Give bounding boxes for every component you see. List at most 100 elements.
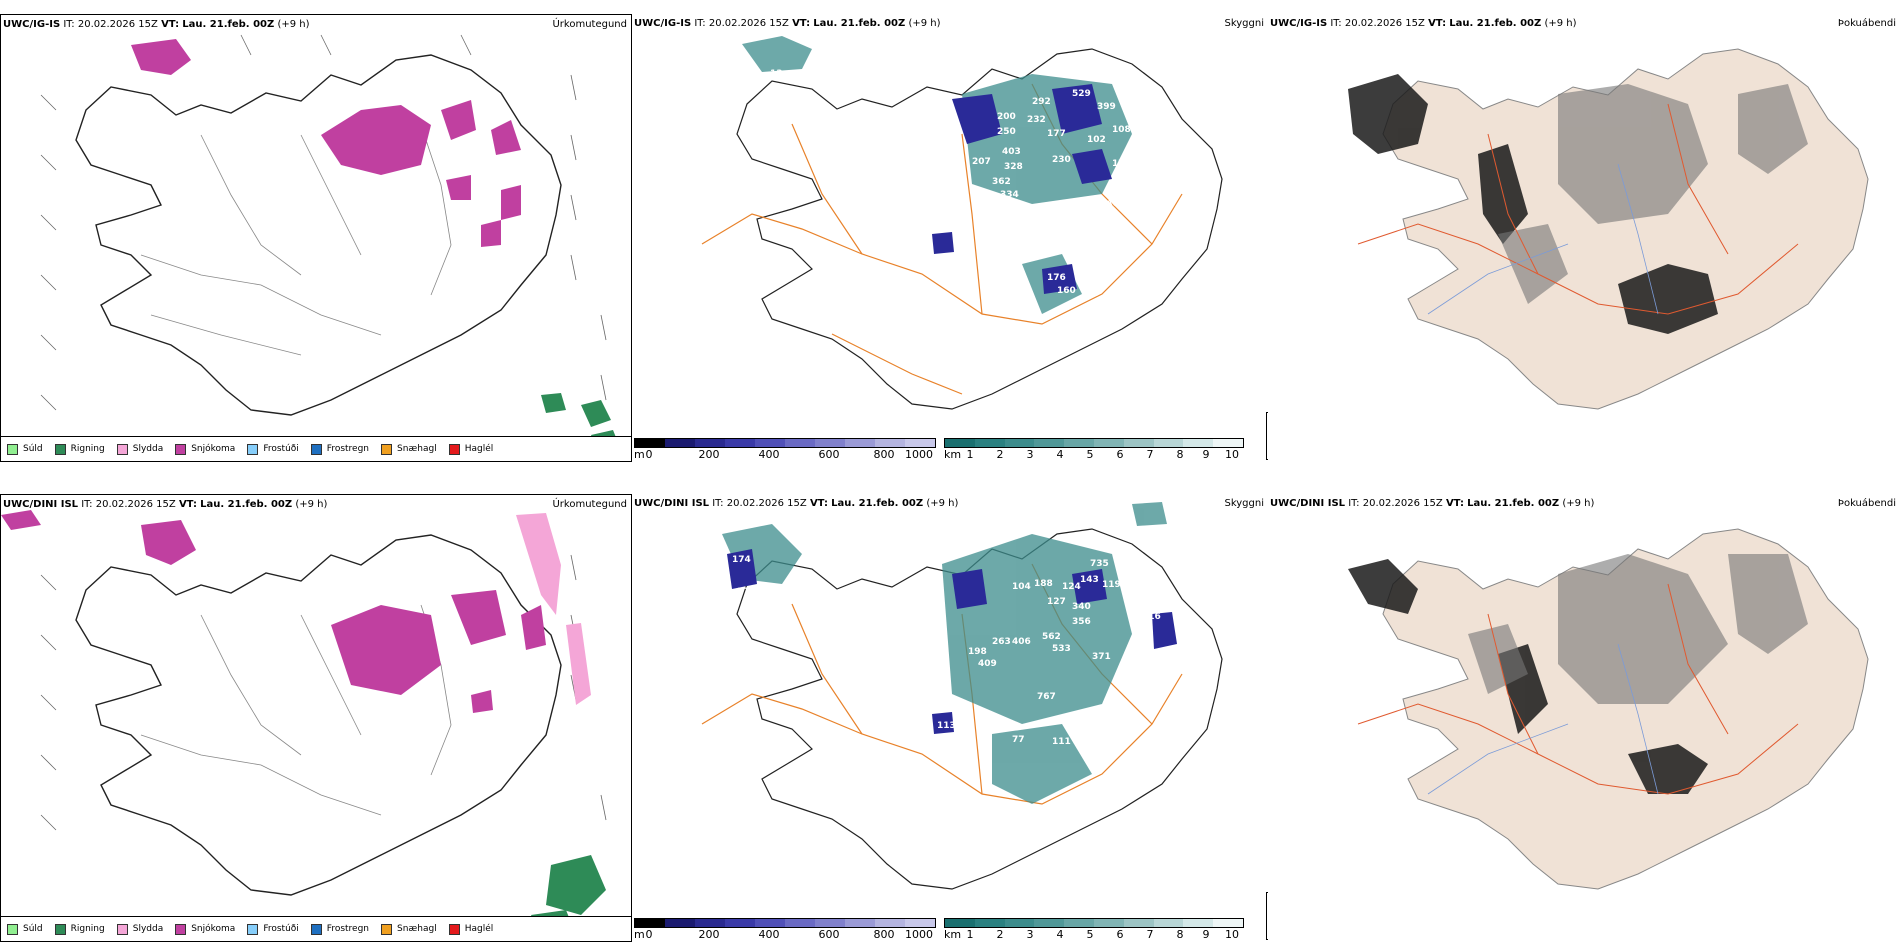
colorbar-step bbox=[1183, 919, 1214, 927]
colorbar-tick: 800 bbox=[873, 448, 895, 461]
vis-label: 128 bbox=[1137, 145, 1156, 155]
colorbar-step bbox=[1064, 919, 1094, 927]
panel-header: UWC/IG-IS IT: 20.02.2026 15Z VT: Lau. 21… bbox=[1270, 18, 1577, 29]
init-time: IT: 20.02.2026 15Z bbox=[694, 18, 789, 29]
init-time: IT: 20.02.2026 15Z bbox=[712, 498, 807, 509]
legend-item: Súld bbox=[7, 923, 43, 935]
panel-header: UWC/DINI ISL IT: 20.02.2026 15Z VT: Lau.… bbox=[634, 498, 958, 509]
colorbar-tick: 6 bbox=[1116, 928, 1124, 941]
vis-label: 77 bbox=[1012, 735, 1025, 745]
colorbar-step bbox=[1004, 919, 1035, 927]
legend-item: Snæhagl bbox=[381, 923, 437, 935]
visibility-map-bottom: 174 178 735 143 119 104 188 124 127 340 … bbox=[701, 502, 1223, 890]
colorbar-tick: 3 bbox=[1026, 928, 1034, 941]
legend-swatch bbox=[54, 923, 66, 935]
colorbar-tick: 1000 bbox=[905, 928, 933, 941]
model-name: UWC/DINI ISL bbox=[634, 498, 710, 509]
vis-label: 124 bbox=[1062, 582, 1081, 592]
legend-item: Frostúði bbox=[247, 923, 299, 935]
vis-label: 403 bbox=[1002, 147, 1021, 157]
valid-time-label: VT: bbox=[1428, 18, 1447, 29]
colorbar-tick: 8 bbox=[1176, 928, 1184, 941]
vis-label: 533 bbox=[1052, 644, 1071, 654]
model-name: UWC/IG-IS bbox=[3, 19, 61, 30]
vis-label: 93 bbox=[1147, 175, 1160, 185]
panel-title: Skyggni bbox=[1224, 498, 1264, 509]
legend-swatch bbox=[310, 923, 322, 935]
lead-time: (+9 h) bbox=[926, 498, 959, 509]
visibility-values-bottom: 174 178 735 143 119 104 188 124 127 340 … bbox=[732, 507, 1190, 762]
colorbar-tick: 9 bbox=[1202, 928, 1210, 941]
legend-item: Súld bbox=[7, 443, 43, 455]
valid-time-label: VT: bbox=[178, 499, 197, 510]
vis-label: 113 bbox=[937, 721, 956, 731]
colorbar-m-bar bbox=[634, 918, 936, 928]
valid-time-label: VT: bbox=[809, 498, 828, 509]
vis-label: 160 bbox=[1057, 286, 1076, 296]
vis-label: 371 bbox=[1092, 652, 1111, 662]
colorbar-tick: 800 bbox=[873, 928, 895, 941]
colorbar-tick: 8 bbox=[1176, 448, 1184, 461]
colorbar-tick: 0 bbox=[645, 448, 653, 461]
colorbar-tick: 9 bbox=[1202, 448, 1210, 461]
colorbar-tick: 0 bbox=[645, 928, 653, 941]
legend-swatch bbox=[116, 923, 128, 935]
panel-header: UWC/IG-IS IT: 20.02.2026 15Z VT: Lau. 21… bbox=[634, 18, 941, 29]
colorbar-unit: m bbox=[634, 448, 645, 461]
vis-label: 22 bbox=[1127, 752, 1140, 762]
vis-label: 178 bbox=[737, 587, 756, 597]
legend-item: Snjókoma bbox=[175, 443, 235, 455]
valid-time: Lau. 21.feb. 00Z bbox=[813, 18, 906, 29]
valid-time: Lau. 21.feb. 00Z bbox=[1467, 498, 1560, 509]
legend-swatch bbox=[310, 443, 322, 455]
lead-time: (+9 h) bbox=[295, 499, 328, 510]
init-time: IT: 20.02.2026 15Z bbox=[1348, 498, 1443, 509]
model-name: UWC/IG-IS bbox=[1270, 18, 1328, 29]
colorbar-step bbox=[1034, 919, 1065, 927]
vis-label: 176 bbox=[1047, 273, 1066, 283]
colorbar-step bbox=[695, 919, 725, 927]
colorbar-step bbox=[785, 919, 815, 927]
vis-label: 188 bbox=[1034, 579, 1053, 589]
colorbar-step bbox=[755, 919, 785, 927]
legend-swatch bbox=[7, 443, 18, 455]
visibility-panel-bottom: 174 178 735 143 119 104 188 124 127 340 … bbox=[632, 494, 1268, 942]
colorbar-tick: 2 bbox=[996, 928, 1004, 941]
colorbar-tick: 200 bbox=[698, 928, 720, 941]
vis-label: 140 bbox=[1100, 199, 1119, 209]
legend-item: Frostregn bbox=[310, 923, 369, 935]
valid-time: Lau. 21.feb. 00Z bbox=[200, 499, 293, 510]
fog-panel-top: UWC/IG-IS IT: 20.02.2026 15Z VT: Lau. 21… bbox=[1268, 14, 1900, 462]
precip-type-panel-top: UWC/IG-IS IT: 20.02.2026 15Z VT: Lau. 21… bbox=[0, 14, 632, 462]
lead-time: (+9 h) bbox=[1562, 498, 1595, 509]
colorbar-unit: km bbox=[944, 448, 962, 461]
colorbar-unit: km bbox=[944, 928, 962, 941]
legend-item: Haglél bbox=[448, 923, 493, 935]
colorbar-tick: 1 bbox=[966, 928, 974, 941]
colorbar-step bbox=[725, 439, 755, 447]
vis-label: 735 bbox=[1090, 559, 1109, 569]
legend-swatch bbox=[175, 443, 187, 455]
fog-map-bottom bbox=[1348, 528, 1869, 890]
panel-title: Úrkomutegund bbox=[552, 499, 627, 510]
vis-label: 562 bbox=[1042, 632, 1061, 642]
legend-item: Frostúði bbox=[247, 443, 299, 455]
vis-label: 216 bbox=[1142, 612, 1161, 622]
colorbar-step bbox=[845, 919, 875, 927]
colorbar-tick: 4 bbox=[1056, 928, 1064, 941]
legend-swatch bbox=[116, 443, 128, 455]
legend-swatch bbox=[448, 443, 460, 455]
colorbar-step bbox=[845, 439, 875, 447]
vis-label: 174 bbox=[732, 555, 751, 565]
colorbar-step bbox=[875, 919, 905, 927]
colorbar-step bbox=[815, 919, 845, 927]
colorbar-step bbox=[1004, 439, 1035, 447]
fog-shade-key: 0 60 bbox=[1266, 892, 1268, 940]
colorbar-step bbox=[875, 439, 905, 447]
colorbar-tick: 5 bbox=[1086, 928, 1094, 941]
colorbar-unit: m bbox=[634, 928, 645, 941]
init-time: IT: 20.02.2026 15Z bbox=[81, 499, 176, 510]
valid-time: Lau. 21.feb. 00Z bbox=[1449, 18, 1542, 29]
vis-label: 263 bbox=[992, 637, 1011, 647]
colorbar-step bbox=[635, 439, 665, 447]
